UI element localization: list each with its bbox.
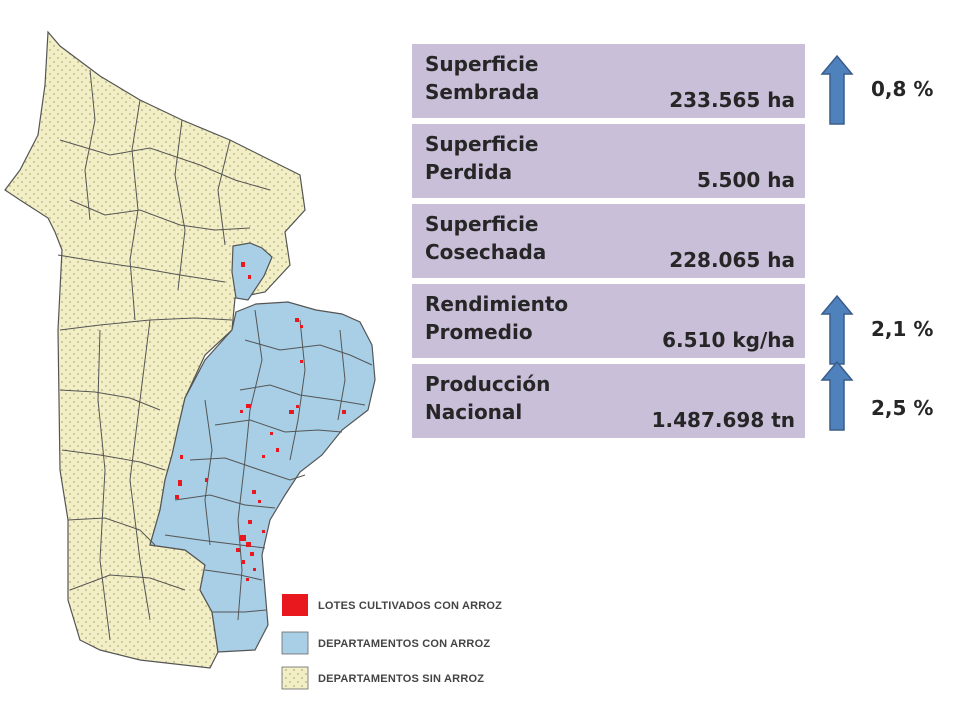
rice-lots [175,262,346,581]
change-superficie-sembrada: 0,8 % [871,77,934,101]
stat-line1: Superficie [425,132,539,156]
stat-value: 228.065 ha [669,248,795,272]
stat-produccion-nacional: Producción Nacional 1.487.698 tn [412,364,805,438]
stat-line1: Superficie [425,212,539,236]
legend-swatch-lotes [282,594,308,616]
legend [281,594,309,690]
stat-value: 1.487.698 tn [651,408,795,432]
legend-label-lotes: LOTES CULTIVADOS CON ARROZ [318,600,503,612]
stat-superficie-perdida: Superficie Perdida 5.500 ha [412,124,805,198]
stat-value: 233.565 ha [669,88,795,112]
department-borders [57,69,373,641]
legend-swatch-sin-arroz [281,666,309,690]
legend-label-con-arroz: DEPARTAMENTOS CON ARROZ [318,638,491,650]
stat-value: 6.510 kg/ha [662,328,795,352]
stat-value: 5.500 ha [697,168,795,192]
stat-line1: Rendimiento [425,292,569,316]
change-rendimiento-promedio: 2,1 % [871,317,934,341]
stat-rendimiento-promedio: Rendimiento Promedio 6.510 kg/ha [412,284,805,358]
stat-line2: Nacional [425,400,523,424]
stat-line1: Superficie [425,52,539,76]
stat-superficie-cosechada: Superficie Cosechada 228.065 ha [412,204,805,278]
stat-line2: Promedio [425,320,533,344]
up-arrow-icon [820,360,854,431]
stat-line2: Cosechada [425,240,547,264]
stat-line2: Sembrada [425,80,540,104]
stat-line1: Producción [425,372,551,396]
up-arrow-icon [820,294,854,365]
stat-line2: Perdida [425,160,513,184]
legend-swatch-con-arroz [281,631,309,655]
change-produccion-nacional: 2,5 % [871,396,934,420]
legend-label-sin-arroz: DEPARTAMENTOS SIN ARROZ [318,673,485,685]
stat-superficie-sembrada: Superficie Sembrada 233.565 ha [412,44,805,118]
up-arrow-icon [820,54,854,125]
